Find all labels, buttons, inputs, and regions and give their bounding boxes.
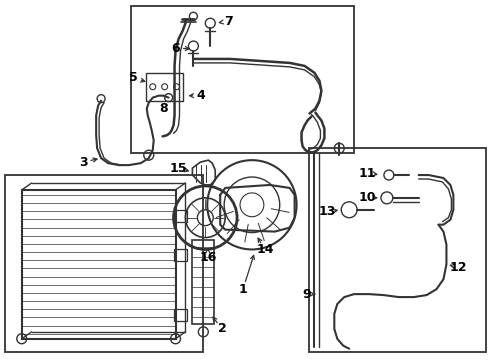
Text: 14: 14 <box>256 243 273 256</box>
Bar <box>173 309 188 321</box>
Text: 5: 5 <box>129 71 138 84</box>
Bar <box>146 73 183 100</box>
Text: 3: 3 <box>79 156 88 168</box>
Bar <box>5 175 203 352</box>
Text: 4: 4 <box>196 89 205 102</box>
Text: 16: 16 <box>199 251 217 264</box>
Bar <box>173 249 188 261</box>
Text: 2: 2 <box>218 322 226 336</box>
Text: 10: 10 <box>358 192 376 204</box>
Bar <box>173 210 188 222</box>
Text: 9: 9 <box>302 288 311 301</box>
Text: 11: 11 <box>358 167 376 180</box>
Text: 8: 8 <box>159 102 168 115</box>
Bar <box>310 148 486 352</box>
Text: 15: 15 <box>170 162 187 175</box>
Text: 12: 12 <box>450 261 467 274</box>
Text: 1: 1 <box>239 283 247 296</box>
Bar <box>193 239 214 324</box>
Bar <box>131 6 354 153</box>
Text: 7: 7 <box>224 15 233 28</box>
Text: 6: 6 <box>171 41 180 54</box>
Bar <box>22 190 175 339</box>
Text: 13: 13 <box>318 205 336 218</box>
